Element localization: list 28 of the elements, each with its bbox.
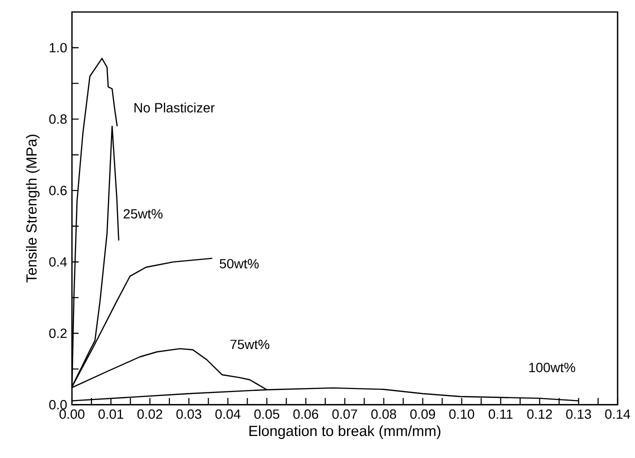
x-tick-label: 0.10 [449, 410, 474, 420]
series-label: 25wt% [124, 209, 162, 219]
series-label: 100wt% [529, 362, 576, 372]
y-axis-title: Tensile Strength (MPa) [26, 134, 40, 283]
x-tick-label: 0.13 [566, 410, 591, 420]
y-tick-label: 0.2 [49, 328, 67, 338]
x-tick-label: 0.01 [98, 410, 124, 420]
y-tick-label: 0.0 [49, 400, 67, 410]
y-tick-label: 0.6 [49, 186, 67, 196]
x-tick-label: 0.02 [137, 410, 162, 420]
series-label: 50wt% [220, 259, 259, 269]
y-tick-label: 0.8 [49, 114, 67, 124]
x-tick-label: 0.04 [215, 410, 240, 420]
y-tick-label: 0.4 [49, 257, 67, 267]
x-tick-label: 0.07 [332, 410, 358, 420]
x-tick-label: 0.06 [293, 410, 318, 420]
x-tick-label: 0.11 [488, 410, 512, 420]
x-tick-label: 0.05 [254, 410, 280, 420]
x-tick-label: 0.08 [371, 410, 396, 420]
x-tick-label: 0.03 [176, 410, 202, 420]
x-tick-label: 0.14 [605, 410, 630, 420]
x-tick-label: 0.00 [60, 410, 84, 420]
x-axis-title: Elongation to break (mm/mm) [249, 426, 440, 440]
x-tick-label: 0.12 [527, 410, 552, 420]
series-label: No Plasticizer [134, 102, 215, 113]
y-tick-label: 1.0 [50, 43, 67, 53]
x-tick-label: 0.09 [410, 410, 436, 420]
series-label: 75wt% [230, 340, 270, 350]
